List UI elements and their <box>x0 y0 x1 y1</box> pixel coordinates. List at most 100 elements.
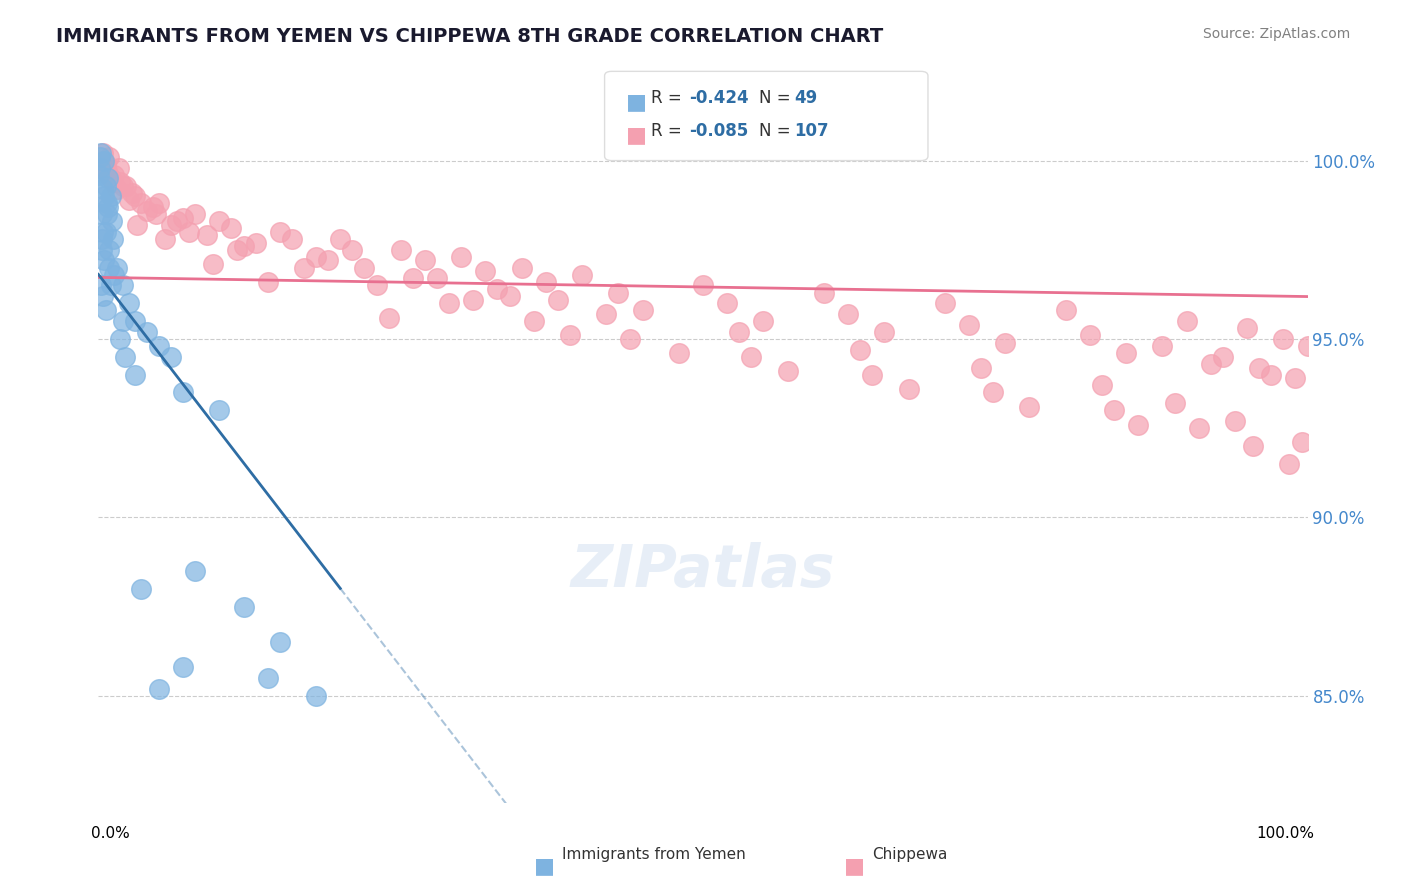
Point <box>413 253 436 268</box>
Point <box>91 153 114 168</box>
Point <box>100 278 122 293</box>
Point <box>166 214 188 228</box>
Point <box>96 196 118 211</box>
Point <box>776 364 799 378</box>
Point <box>91 182 114 196</box>
Point <box>179 225 201 239</box>
Point <box>124 314 146 328</box>
Point <box>232 599 254 614</box>
Point <box>105 182 128 196</box>
Point <box>595 307 617 321</box>
Point <box>716 296 738 310</box>
Point <box>100 214 122 228</box>
Point <box>91 232 114 246</box>
Point <box>269 225 291 239</box>
Point <box>426 271 449 285</box>
Point <box>1241 439 1264 453</box>
Point <box>135 203 157 218</box>
Point <box>148 196 170 211</box>
Point <box>1091 378 1114 392</box>
Text: N =: N = <box>759 89 796 107</box>
Point <box>94 157 117 171</box>
Point <box>142 200 165 214</box>
Text: IMMIGRANTS FROM YEMEN VS CHIPPEWA 8TH GRADE CORRELATION CHART: IMMIGRANTS FROM YEMEN VS CHIPPEWA 8TH GR… <box>56 27 883 45</box>
Point <box>558 328 581 343</box>
Point <box>93 161 115 175</box>
Point <box>994 335 1017 350</box>
Point <box>221 221 243 235</box>
Point <box>1284 371 1306 385</box>
Point <box>1236 321 1258 335</box>
Point <box>897 382 920 396</box>
Point <box>752 314 775 328</box>
Point <box>93 189 115 203</box>
Point <box>692 278 714 293</box>
Text: -0.424: -0.424 <box>689 89 748 107</box>
Point <box>1296 339 1319 353</box>
Point <box>1291 435 1313 450</box>
Text: ■: ■ <box>626 92 647 112</box>
Point <box>1272 332 1295 346</box>
Point <box>813 285 835 300</box>
Point <box>1260 368 1282 382</box>
Point <box>91 146 114 161</box>
Point <box>115 178 138 193</box>
Point <box>437 296 460 310</box>
Point <box>1188 421 1211 435</box>
Point <box>934 296 956 310</box>
Point <box>329 232 352 246</box>
Point <box>91 243 114 257</box>
Point <box>377 310 399 325</box>
Point <box>94 303 117 318</box>
Point <box>135 325 157 339</box>
Point <box>118 296 141 310</box>
Point <box>121 186 143 200</box>
Point <box>89 150 111 164</box>
Point <box>93 153 115 168</box>
Point <box>172 660 194 674</box>
Point <box>389 243 412 257</box>
Point <box>873 325 896 339</box>
Point <box>1199 357 1222 371</box>
Point <box>93 253 115 268</box>
Text: ■: ■ <box>534 856 555 876</box>
Point <box>305 250 328 264</box>
Point <box>153 232 176 246</box>
Point <box>160 350 183 364</box>
Point <box>148 681 170 696</box>
Point <box>860 368 883 382</box>
Point <box>463 293 485 307</box>
Point <box>631 303 654 318</box>
Point <box>111 178 134 193</box>
Text: 49: 49 <box>794 89 818 107</box>
Point <box>1018 400 1040 414</box>
Point <box>1278 457 1301 471</box>
Text: Immigrants from Yemen: Immigrants from Yemen <box>562 847 747 863</box>
Point <box>607 285 630 300</box>
Point <box>353 260 375 275</box>
Point <box>114 350 136 364</box>
Text: 100.0%: 100.0% <box>1257 827 1315 841</box>
Point <box>96 164 118 178</box>
Point <box>111 278 134 293</box>
Point <box>498 289 520 303</box>
Point <box>1054 303 1077 318</box>
Point <box>837 307 859 321</box>
Point <box>184 207 207 221</box>
Point <box>124 368 146 382</box>
Point <box>740 350 762 364</box>
Point <box>108 332 131 346</box>
Point <box>105 260 128 275</box>
Point <box>981 385 1004 400</box>
Point <box>523 314 546 328</box>
Point <box>94 178 117 193</box>
Point <box>668 346 690 360</box>
Point <box>1128 417 1150 432</box>
Point <box>108 161 131 175</box>
Point <box>145 207 167 221</box>
Point <box>366 278 388 293</box>
Point <box>474 264 496 278</box>
Point <box>127 218 149 232</box>
Point <box>226 243 249 257</box>
Point <box>129 196 152 211</box>
